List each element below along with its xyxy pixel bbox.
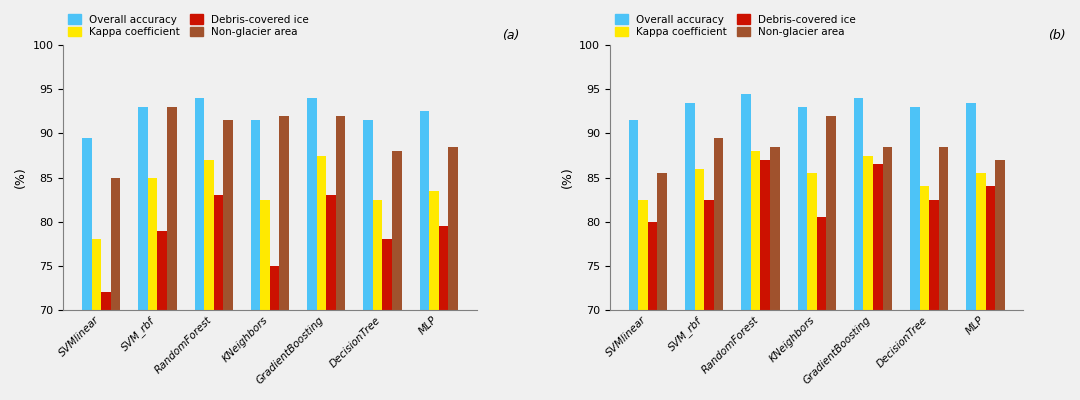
- Bar: [995, 160, 1004, 400]
- Bar: [280, 116, 289, 400]
- Bar: [194, 98, 204, 400]
- Bar: [967, 103, 976, 400]
- Bar: [826, 116, 836, 400]
- Bar: [102, 292, 110, 400]
- Bar: [920, 186, 929, 400]
- Y-axis label: (%): (%): [14, 167, 27, 188]
- Text: (b): (b): [1049, 30, 1066, 42]
- Bar: [939, 147, 948, 400]
- Bar: [382, 240, 392, 400]
- Bar: [214, 195, 224, 400]
- Bar: [685, 103, 694, 400]
- Bar: [448, 147, 458, 400]
- Bar: [316, 156, 326, 400]
- Bar: [204, 160, 214, 400]
- Bar: [714, 138, 724, 400]
- Bar: [863, 156, 873, 400]
- Bar: [798, 107, 807, 400]
- Bar: [629, 120, 638, 400]
- Bar: [224, 120, 233, 400]
- Bar: [148, 178, 158, 400]
- Bar: [420, 112, 429, 400]
- Bar: [158, 230, 167, 400]
- Bar: [694, 169, 704, 400]
- Bar: [704, 200, 714, 400]
- Bar: [307, 98, 316, 400]
- Bar: [854, 98, 863, 400]
- Bar: [873, 164, 882, 400]
- Bar: [648, 222, 658, 400]
- Bar: [816, 217, 826, 400]
- Bar: [260, 200, 270, 400]
- Bar: [760, 160, 770, 400]
- Bar: [110, 178, 120, 400]
- Bar: [138, 107, 148, 400]
- Bar: [770, 147, 780, 400]
- Y-axis label: (%): (%): [561, 167, 573, 188]
- Bar: [751, 151, 760, 400]
- Bar: [373, 200, 382, 400]
- Bar: [741, 94, 751, 400]
- Bar: [251, 120, 260, 400]
- Bar: [807, 173, 816, 400]
- Bar: [429, 191, 438, 400]
- Bar: [638, 200, 648, 400]
- Bar: [82, 138, 92, 400]
- Bar: [336, 116, 346, 400]
- Legend: Overall accuracy, Kappa coefficient, Debris-covered ice, Non-glacier area: Overall accuracy, Kappa coefficient, Deb…: [616, 14, 855, 37]
- Bar: [658, 173, 667, 400]
- Bar: [363, 120, 373, 400]
- Bar: [910, 107, 920, 400]
- Legend: Overall accuracy, Kappa coefficient, Debris-covered ice, Non-glacier area: Overall accuracy, Kappa coefficient, Deb…: [68, 14, 309, 37]
- Bar: [438, 226, 448, 400]
- Bar: [882, 147, 892, 400]
- Bar: [326, 195, 336, 400]
- Bar: [986, 186, 995, 400]
- Bar: [929, 200, 939, 400]
- Bar: [92, 240, 102, 400]
- Text: (a): (a): [502, 30, 519, 42]
- Bar: [392, 151, 402, 400]
- Bar: [270, 266, 280, 400]
- Bar: [167, 107, 176, 400]
- Bar: [976, 173, 986, 400]
